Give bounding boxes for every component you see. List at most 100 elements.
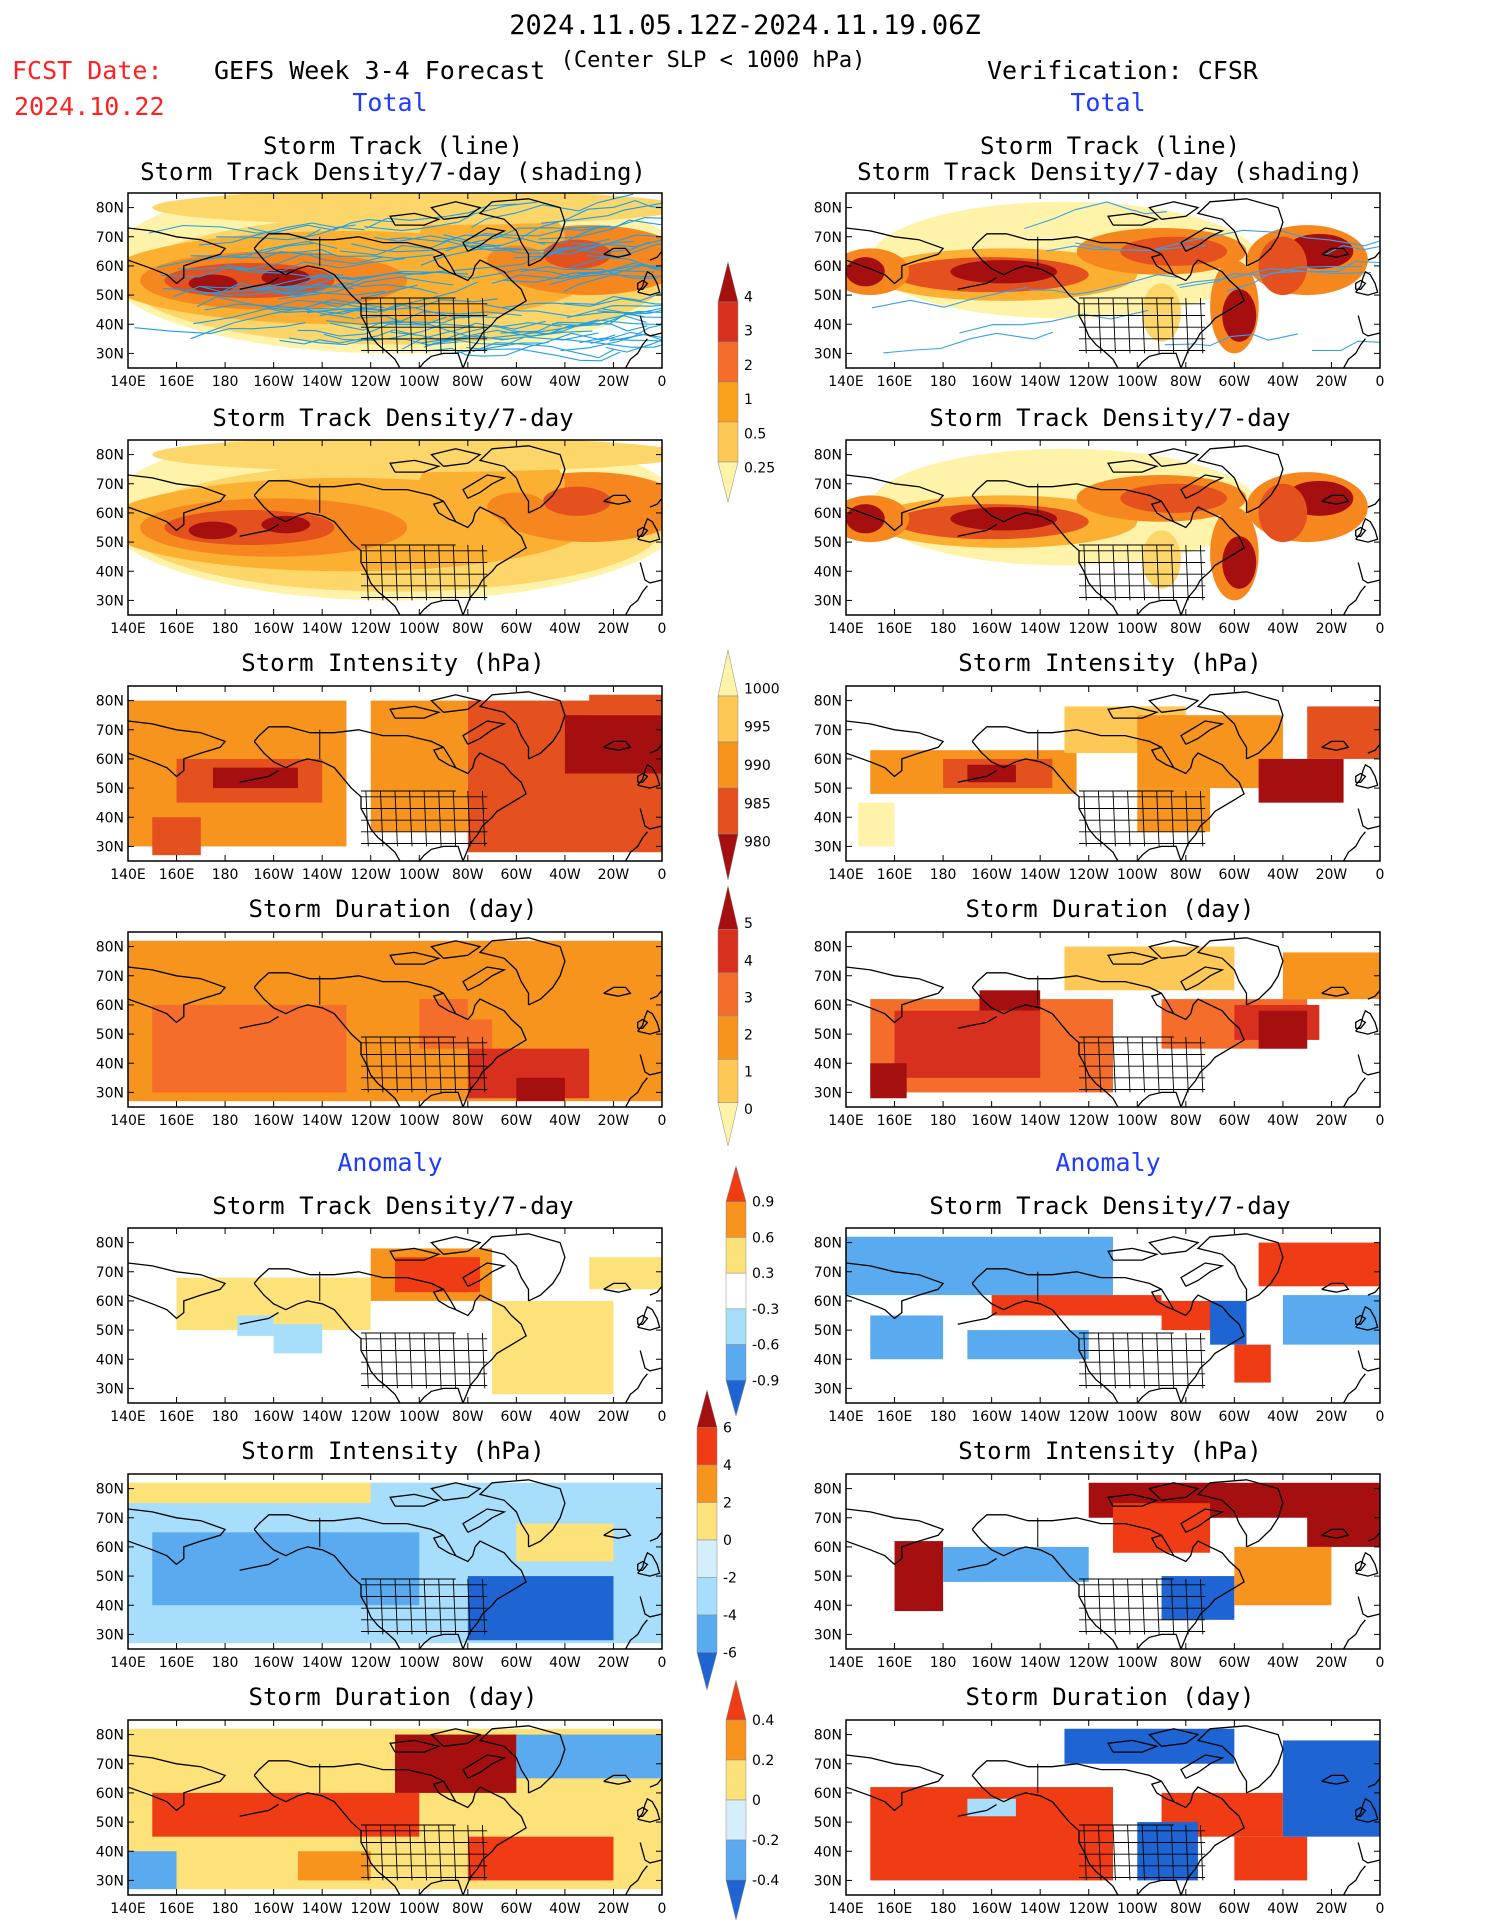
map-panel: 80N 70N 60N 50N 40N 30N 140E 160E 180 160W 140W 120…	[814, 685, 1384, 883]
map-panel: 80N 70N 60N 50N 40N 30N 140E 160E 180 160W 140W 120…	[96, 439, 666, 637]
lon-tick-label: 120W	[1068, 621, 1109, 637]
coastline	[637, 1806, 649, 1817]
colorbar-segment	[717, 929, 739, 973]
storm-track-line	[355, 311, 522, 323]
map-panel: 80N 70N 60N 50N 40N 30N 140E 160E 180 160W 140W 120…	[96, 685, 666, 883]
colorbar-duration-anomaly: 0.4 0.2 0 -0.2 -0.4	[725, 1679, 779, 1921]
fcst-date-label: FCST Date:	[12, 56, 163, 85]
field-blob	[846, 504, 885, 534]
coastline	[1355, 526, 1367, 537]
coastline	[1321, 1774, 1350, 1785]
lon-tick-label: 160W	[971, 867, 1012, 883]
coastline	[639, 1842, 662, 1864]
title-track-shading-left: Storm Track Density/7-day (shading)	[140, 158, 646, 186]
field-blob	[950, 507, 1058, 531]
lon-tick-label: 20W	[598, 1901, 630, 1917]
map-frame	[845, 1719, 1381, 1896]
lon-tick-label: 140E	[828, 1901, 864, 1917]
lat-tick-label: 80N	[96, 448, 124, 464]
storm-track-line	[602, 308, 662, 315]
lat-tick-label: 50N	[814, 535, 842, 551]
coastline	[239, 277, 279, 290]
colorbar-segment	[717, 261, 739, 303]
coastline	[846, 474, 945, 532]
storm-track-line	[871, 286, 1028, 309]
colorbar-segment	[717, 787, 739, 835]
colorbar-segment	[725, 1272, 747, 1310]
lon-tick-label: 40W	[549, 621, 581, 637]
coastline	[639, 1054, 662, 1076]
map-frame	[845, 1473, 1381, 1650]
lon-tick-label: 140W	[1020, 621, 1061, 637]
coastline	[253, 1282, 401, 1403]
lat-tick-label: 40N	[96, 564, 124, 580]
storm-track-line	[605, 339, 662, 353]
lat-tick-label: 60N	[96, 1786, 124, 1802]
lat-tick-label: 60N	[814, 259, 842, 275]
field-cell	[128, 1482, 371, 1504]
lat-tick-label: 50N	[96, 1027, 124, 1043]
gefs-title: GEFS Week 3-4 Forecast	[214, 56, 546, 85]
lon-tick-label: 60W	[1219, 1113, 1251, 1129]
storm-track-line	[563, 274, 662, 293]
colorbar-intensity-anomaly: 6 4 2 0 -2 -4 -6	[696, 1389, 737, 1691]
coastline	[1343, 1865, 1366, 1895]
coastline	[462, 1508, 507, 1533]
lon-tick-label: 180	[930, 374, 957, 390]
storm-track-line	[197, 289, 386, 296]
coastline	[971, 1268, 1245, 1403]
coastline	[957, 1558, 997, 1571]
coastline	[389, 1247, 441, 1261]
lat-tick-label: 50N	[96, 1815, 124, 1831]
coastline	[1136, 1633, 1182, 1649]
coastline	[1343, 1373, 1366, 1403]
storm-track-line	[541, 202, 662, 224]
field-blob	[1120, 236, 1228, 266]
lat-tick-label: 40N	[96, 1598, 124, 1614]
coastline	[625, 1619, 648, 1649]
coastline	[625, 1373, 648, 1403]
period-title: 2024.11.05.12Z-2024.11.19.06Z	[509, 10, 981, 41]
coastline	[957, 1016, 997, 1029]
lon-tick-label: 140E	[828, 1409, 864, 1425]
field-cell	[564, 715, 662, 774]
lon-tick-label: 100W	[1117, 1113, 1158, 1129]
lat-tick-label: 60N	[96, 1540, 124, 1556]
coastline	[971, 480, 1245, 615]
map-panel: 80N 70N 60N 50N 40N 30N 140E 160E 180 160W 140W 120…	[96, 1473, 666, 1671]
us-state-lines	[361, 1578, 488, 1635]
coastline	[1196, 1479, 1284, 1548]
lat-tick-label: 80N	[814, 201, 842, 217]
coastline	[1321, 247, 1350, 258]
colorbar-label: 5	[744, 916, 753, 932]
lon-tick-label: 160E	[159, 867, 195, 883]
colorbar-segment	[725, 1308, 747, 1345]
lon-tick-label: 20W	[1316, 1901, 1348, 1917]
title-density-anom-right: Storm Track Density/7-day	[929, 1192, 1291, 1220]
title-intensity-left: Storm Intensity (hPa)	[241, 649, 545, 677]
lon-tick-label: 160W	[971, 374, 1012, 390]
lon-tick-label: 20W	[1316, 867, 1348, 883]
lat-tick-label: 80N	[814, 448, 842, 464]
lat-tick-label: 30N	[96, 839, 124, 855]
colorbar-label: 0.9	[752, 1195, 774, 1211]
colorbar-label: 0.25	[744, 461, 775, 477]
colorbar-label: 2	[744, 358, 753, 374]
colorbar-label: 6	[723, 1421, 732, 1437]
map-frame	[845, 685, 1381, 862]
coastline	[639, 1596, 662, 1618]
colorbar-segment	[725, 1201, 747, 1238]
lat-tick-label: 60N	[96, 259, 124, 275]
lon-tick-label: 20W	[1316, 1113, 1348, 1129]
coastline	[971, 972, 1245, 1107]
colorbar-segment	[725, 1237, 747, 1274]
lat-tick-label: 80N	[814, 940, 842, 956]
title-intensity-right: Storm Intensity (hPa)	[958, 649, 1262, 677]
coastline	[1367, 497, 1380, 508]
lon-tick-label: 80W	[452, 1113, 484, 1129]
storm-track-line	[466, 346, 621, 362]
storm-track-line	[520, 266, 659, 279]
field-cell	[1234, 1836, 1308, 1881]
coastline	[432, 746, 456, 769]
coastline	[957, 524, 997, 537]
